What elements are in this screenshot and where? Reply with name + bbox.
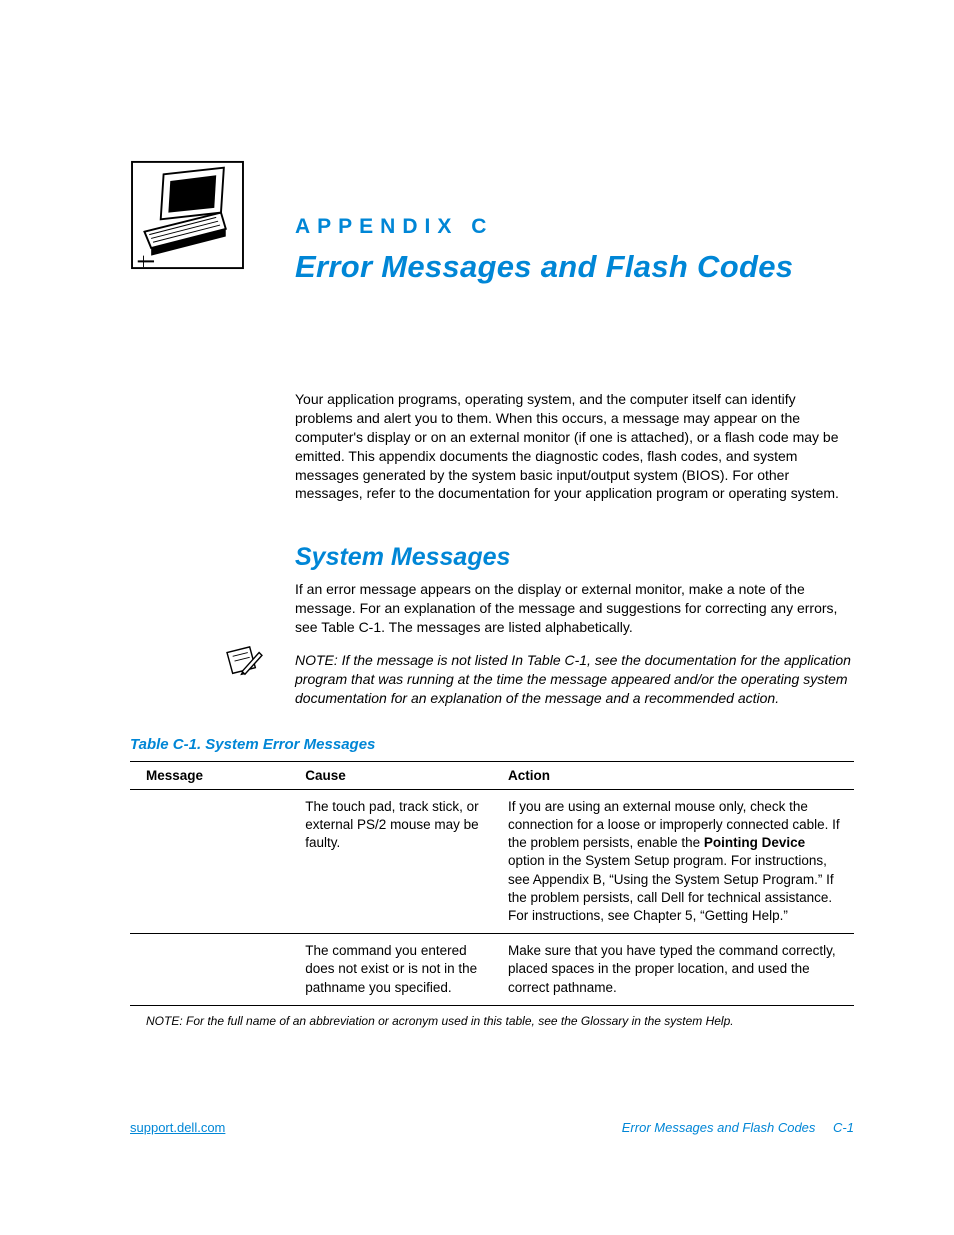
table-row: The command you entered does not exist o… [130, 934, 854, 1006]
table-row: The touch pad, track stick, or external … [130, 789, 854, 934]
appendix-label: APPENDIX C [295, 215, 854, 239]
action-text: option in the System Setup program. For … [508, 853, 834, 923]
note-paragraph: NOTE: If the message is not listed In Ta… [295, 651, 854, 708]
page-header: APPENDIX C Error Messages and Flash Code… [295, 215, 854, 285]
table-caption: Table C-1. System Error Messages [130, 736, 854, 753]
footer-section-title: Error Messages and Flash Codes [622, 1120, 816, 1135]
action-bold: Pointing Device [704, 835, 805, 850]
col-header-cause: Cause [289, 761, 492, 789]
error-messages-table: Message Cause Action The touch pad, trac… [130, 761, 854, 1006]
cell-cause: The command you entered does not exist o… [289, 934, 492, 1006]
section-heading: System Messages [295, 543, 854, 572]
intro-paragraph: Your application programs, operating sys… [295, 390, 854, 503]
page-title: Error Messages and Flash Codes [295, 249, 854, 285]
col-header-action: Action [492, 761, 854, 789]
page-footer: support.dell.com Error Messages and Flas… [130, 1120, 854, 1135]
cell-cause: The touch pad, track stick, or external … [289, 789, 492, 934]
cell-action: If you are using an external mouse only,… [492, 789, 854, 934]
pencil-note-icon [225, 645, 263, 679]
section-body: If an error message appears on the displ… [295, 580, 854, 637]
cell-action: Make sure that you have typed the comman… [492, 934, 854, 1006]
cell-message [130, 789, 289, 934]
col-header-message: Message [130, 761, 289, 789]
footer-link[interactable]: support.dell.com [130, 1120, 225, 1135]
cell-message [130, 934, 289, 1006]
table-footnote: NOTE: For the full name of an abbreviati… [146, 1014, 854, 1028]
laptop-icon [130, 160, 245, 270]
action-text: Make sure that you have typed the comman… [508, 943, 836, 994]
footer-right: Error Messages and Flash Codes C-1 [622, 1120, 854, 1135]
table-header-row: Message Cause Action [130, 761, 854, 789]
document-page: APPENDIX C Error Messages and Flash Code… [0, 0, 954, 1235]
footer-page-number: C-1 [833, 1120, 854, 1135]
